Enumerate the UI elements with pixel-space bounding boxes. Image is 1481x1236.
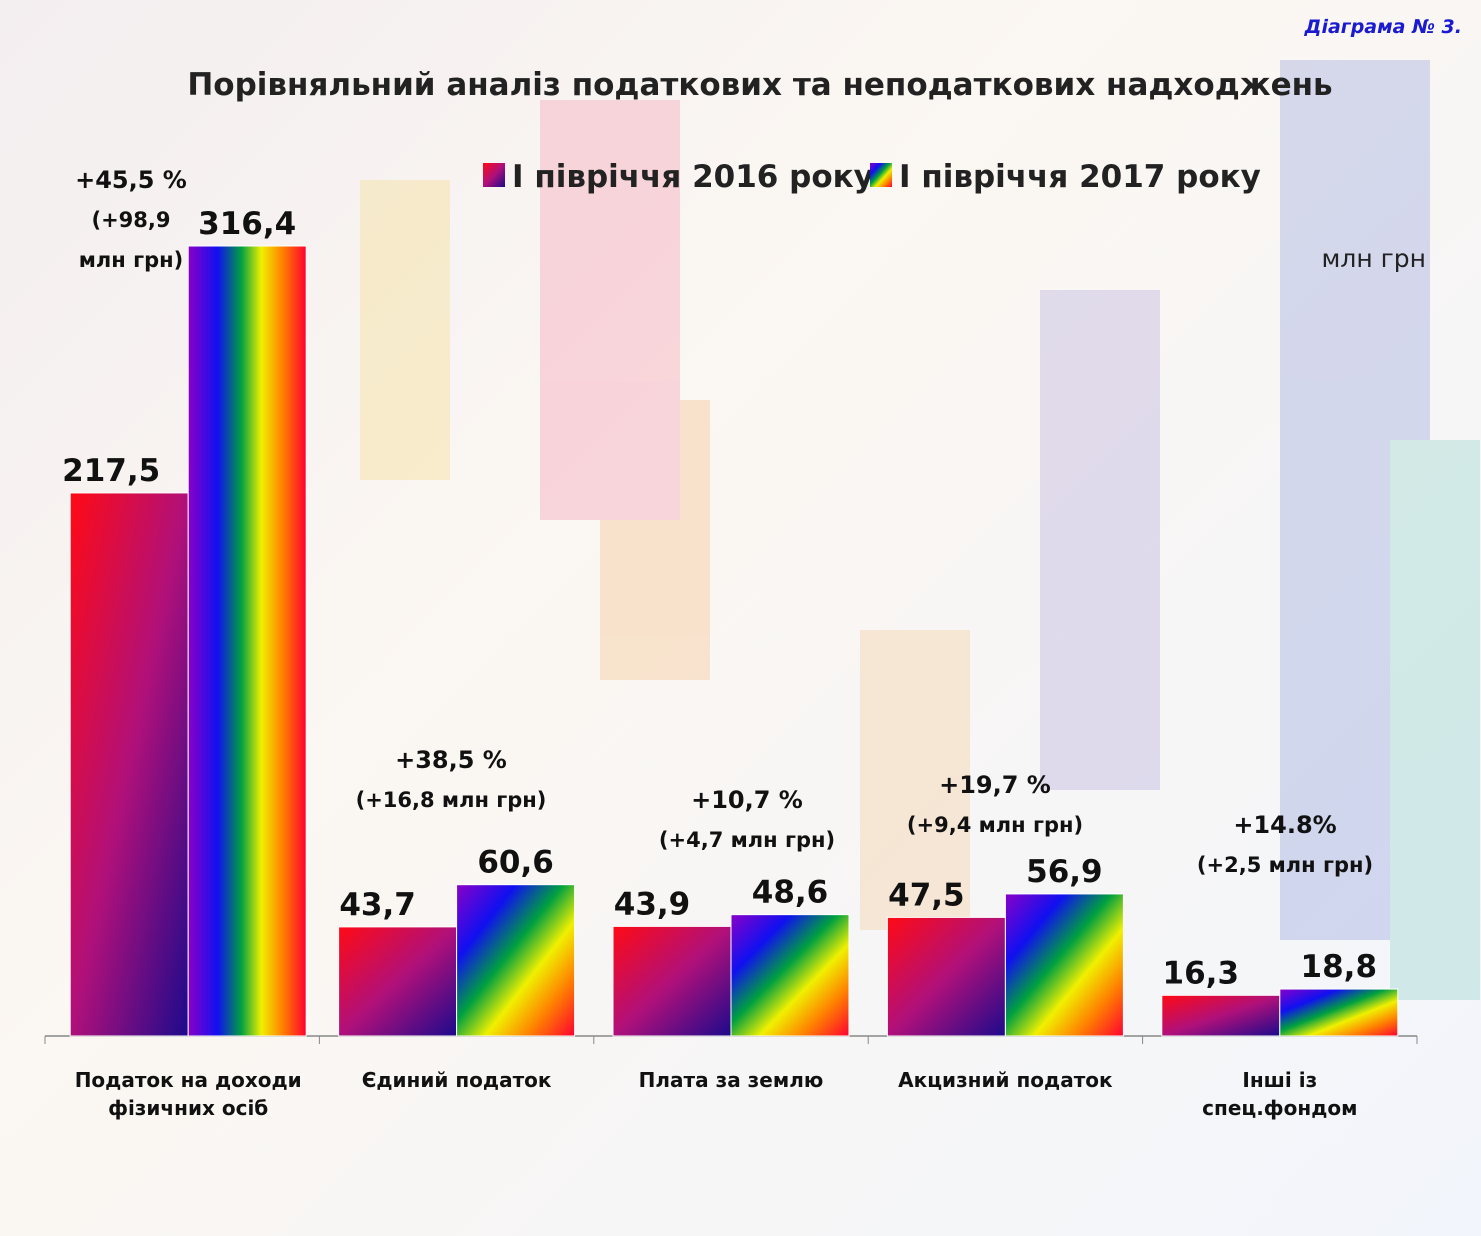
chart-title: Порівняльний аналіз податкових та непода… — [187, 67, 1332, 103]
annotation-amount: (+2,5 млн грн) — [1165, 845, 1405, 885]
x-tick-label: Інші із спец.фондом — [1165, 1066, 1395, 1122]
annotation-percent: +19,7 % — [875, 765, 1115, 805]
annotation: +38,5 %(+16,8 млн грн) — [331, 740, 571, 820]
value-label: 43,9 — [614, 886, 691, 922]
annotation-amount: (+4,7 млн грн) — [627, 820, 867, 860]
chart-svg: Порівняльний аналіз податкових та непода… — [0, 0, 1481, 1236]
bar — [339, 927, 457, 1036]
value-label: 48,6 — [752, 875, 829, 911]
value-label: 18,8 — [1301, 949, 1378, 985]
annotation-amount: (+9,4 млн грн) — [875, 805, 1115, 845]
annotation-percent: +14.8% — [1165, 805, 1405, 845]
annotation: +14.8%(+2,5 млн грн) — [1165, 805, 1405, 885]
legend-swatch — [870, 163, 892, 187]
annotation-percent: +38,5 % — [331, 740, 571, 780]
chart: Порівняльний аналіз податкових та непода… — [0, 0, 1481, 1236]
annotation-amount: (+98,9 млн грн) — [71, 200, 191, 280]
bar — [1005, 894, 1123, 1036]
diagram-label: Діаграма № 3. — [1304, 16, 1462, 38]
value-label: 47,5 — [888, 877, 965, 913]
value-label: 56,9 — [1026, 854, 1103, 890]
value-label: 217,5 — [62, 453, 160, 489]
unit-label: млн грн — [1322, 244, 1426, 273]
annotation-percent: +45,5 % — [71, 160, 191, 200]
x-tick-label: Податок на доходи фізичних осіб — [73, 1066, 303, 1122]
x-tick-label: Плата за землю — [616, 1066, 846, 1094]
legend-label: І півріччя 2016 року — [512, 159, 874, 195]
annotation-percent: +10,7 % — [627, 780, 867, 820]
bar — [887, 917, 1005, 1036]
bar — [188, 246, 306, 1036]
annotation: +10,7 %(+4,7 млн грн) — [627, 780, 867, 860]
value-label: 16,3 — [1163, 955, 1240, 991]
bar — [70, 493, 188, 1036]
legend-swatch — [483, 163, 505, 187]
bar — [457, 885, 575, 1036]
value-label: 316,4 — [198, 206, 296, 242]
value-label: 60,6 — [477, 845, 554, 881]
bar — [613, 926, 731, 1036]
value-label: 43,7 — [339, 887, 416, 923]
bar — [1162, 995, 1280, 1036]
annotation-amount: (+16,8 млн грн) — [331, 780, 571, 820]
bar — [1280, 989, 1398, 1036]
bar — [731, 915, 849, 1036]
x-tick-label: Єдиний податок — [342, 1066, 572, 1094]
legend-label: І півріччя 2017 року — [899, 159, 1261, 195]
annotation: +19,7 %(+9,4 млн грн) — [875, 765, 1115, 845]
annotation: +45,5 %(+98,9 млн грн) — [71, 160, 191, 280]
x-tick-label: Акцизний податок — [890, 1066, 1120, 1094]
